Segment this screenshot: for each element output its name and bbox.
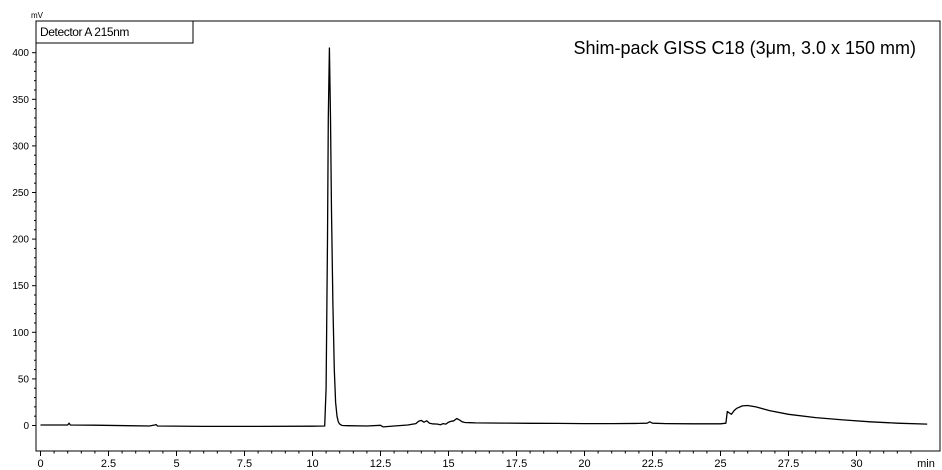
x-tick-label: 25 <box>714 458 726 470</box>
column-annotation: Shim-pack GISS C18 (3μm, 3.0 x 150 mm) <box>574 38 916 58</box>
y-tick-label: 250 <box>12 188 29 199</box>
x-tick-label: 15 <box>442 458 454 470</box>
y-axis-unit-label: mV <box>31 11 44 20</box>
y-tick-label: 350 <box>12 95 29 106</box>
plot-frame-group <box>35 20 941 452</box>
y-axis: 0 50 100 150 200 250 300 350 400 <box>12 48 36 432</box>
x-tick-label: 22.5 <box>642 458 663 470</box>
x-tick-label: 2.5 <box>101 458 116 470</box>
x-tick-label: 0 <box>37 458 43 470</box>
x-tick-label: 17.5 <box>506 458 527 470</box>
x-tick-label: 27.5 <box>778 458 799 470</box>
y-tick-label: 150 <box>12 281 29 292</box>
x-tick-label: 30 <box>850 458 862 470</box>
plot-frame <box>35 20 941 452</box>
series-line <box>40 47 928 428</box>
x-axis: 0 2.5 5 7.5 10 12.5 15 17.5 20 22.5 25 27.5 30 <box>37 451 912 470</box>
x-tick-label: 10 <box>306 458 318 470</box>
x-tick-label: 5 <box>173 458 179 470</box>
legend-frame <box>35 20 194 44</box>
y-tick-label: 200 <box>12 235 29 246</box>
x-axis-unit-label: min <box>917 458 935 470</box>
legend-label: Detector A 215nm <box>40 25 129 39</box>
y-tick-label: 0 <box>23 421 29 432</box>
y-tick-label: 400 <box>12 48 29 59</box>
x-tick-label: 12.5 <box>370 458 391 470</box>
x-tick-label: 20 <box>578 458 590 470</box>
x-tick-label: 7.5 <box>237 458 252 470</box>
y-tick-label: 100 <box>12 328 29 339</box>
legend-box: Detector A 215nm <box>35 20 194 44</box>
y-tick-label: 300 <box>12 141 29 152</box>
y-tick-label: 50 <box>18 374 30 385</box>
